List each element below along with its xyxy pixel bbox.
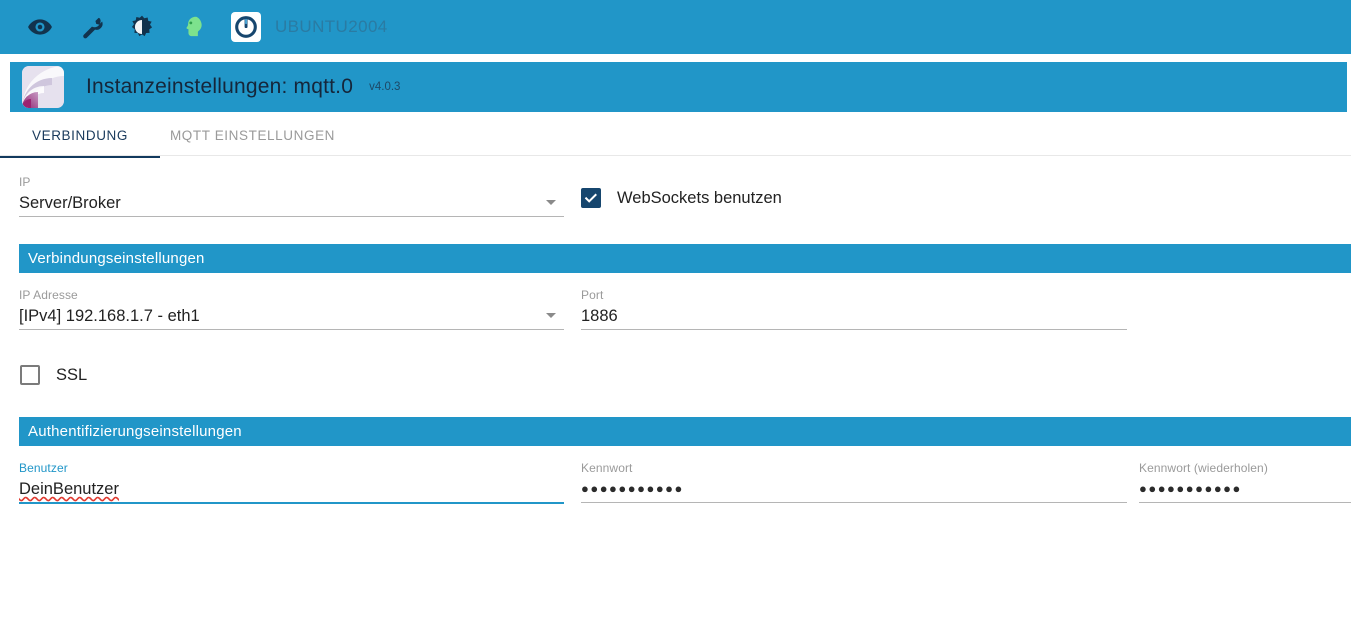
password-repeat-input[interactable]: Kennwort (wiederholen) ●●●●●●●●●●● xyxy=(1139,461,1351,503)
ip-mode-underline xyxy=(19,216,564,217)
ip-mode-select[interactable]: IP Server/Broker xyxy=(19,175,564,217)
port-label: Port xyxy=(581,288,604,302)
password-repeat-underline xyxy=(1139,502,1351,503)
tab-bar: VERBINDUNG MQTT EINSTELLUNGEN xyxy=(0,113,1351,159)
topbar-icon-group xyxy=(0,14,206,40)
port-underline xyxy=(581,329,1127,330)
tab-divider xyxy=(0,155,1351,156)
user-input[interactable]: Benutzer DeinBenutzer xyxy=(19,461,564,504)
ssl-label: SSL xyxy=(56,365,88,384)
ip-address-label: IP Adresse xyxy=(19,288,78,302)
password-label: Kennwort xyxy=(581,461,633,475)
connection-section-title: Verbindungseinstellungen xyxy=(28,250,205,267)
tab-verbindung[interactable]: VERBINDUNG xyxy=(0,113,160,158)
password-input[interactable]: Kennwort ●●●●●●●●●●● xyxy=(581,461,1127,503)
eye-icon[interactable] xyxy=(27,14,53,40)
instance-titlebar-wrap: Instanzeinstellungen: mqtt.0 v4.0.3 xyxy=(0,54,1351,113)
tab-verbindung-label: VERBINDUNG xyxy=(31,128,128,143)
password-value: ●●●●●●●●●●● xyxy=(581,481,684,496)
wrench-icon[interactable] xyxy=(78,14,104,40)
ip-mode-value: Server/Broker xyxy=(19,194,121,212)
connection-section-header: Verbindungseinstellungen xyxy=(19,244,1351,273)
tab-mqtt-einstellungen[interactable]: MQTT EINSTELLUNGEN xyxy=(160,113,345,158)
iobroker-logo[interactable] xyxy=(231,12,261,42)
mqtt-logo-icon xyxy=(22,66,64,108)
user-underline xyxy=(19,502,564,504)
websockets-checkbox-row[interactable]: WebSockets benutzen xyxy=(581,188,782,208)
websockets-label: WebSockets benutzen xyxy=(617,188,782,207)
port-value: 1886 xyxy=(581,307,618,325)
host-name-label: UBUNTU2004 xyxy=(275,17,388,36)
chevron-down-icon[interactable] xyxy=(546,313,556,318)
tab-mqtt-einstellungen-label: MQTT EINSTELLUNGEN xyxy=(169,128,336,143)
ssl-checkbox[interactable] xyxy=(20,365,40,385)
password-repeat-value: ●●●●●●●●●●● xyxy=(1139,481,1242,496)
ip-mode-label: IP xyxy=(19,175,31,189)
adapter-version: v4.0.3 xyxy=(369,81,401,93)
user-value-wrap: DeinBenutzer xyxy=(19,476,564,502)
chevron-down-icon[interactable] xyxy=(546,200,556,205)
password-repeat-label: Kennwort (wiederholen) xyxy=(1139,461,1268,475)
ip-address-underline xyxy=(19,329,564,330)
auth-section-title: Authentifizierungseinstellungen xyxy=(28,423,242,440)
ip-address-value: [IPv4] 192.168.1.7 - eth1 xyxy=(19,307,200,325)
ip-address-select[interactable]: IP Adresse [IPv4] 192.168.1.7 - eth1 xyxy=(19,288,564,330)
auth-section-header: Authentifizierungseinstellungen xyxy=(19,417,1351,446)
page-title: Instanzeinstellungen: mqtt.0 xyxy=(86,75,354,98)
user-label: Benutzer xyxy=(19,461,68,475)
top-system-bar: UBUNTU2004 xyxy=(0,0,1351,54)
head-icon[interactable] xyxy=(180,14,206,40)
ssl-checkbox-row[interactable]: SSL xyxy=(20,365,87,385)
contrast-icon[interactable] xyxy=(129,14,155,40)
websockets-checkbox[interactable] xyxy=(581,188,601,208)
user-value: DeinBenutzer xyxy=(19,480,119,498)
instance-titlebar: Instanzeinstellungen: mqtt.0 v4.0.3 xyxy=(10,62,1347,112)
port-input[interactable]: Port 1886 xyxy=(581,288,1127,330)
settings-form: IP Server/Broker WebSockets benutzen Ver… xyxy=(0,159,1351,629)
password-underline xyxy=(581,502,1127,503)
